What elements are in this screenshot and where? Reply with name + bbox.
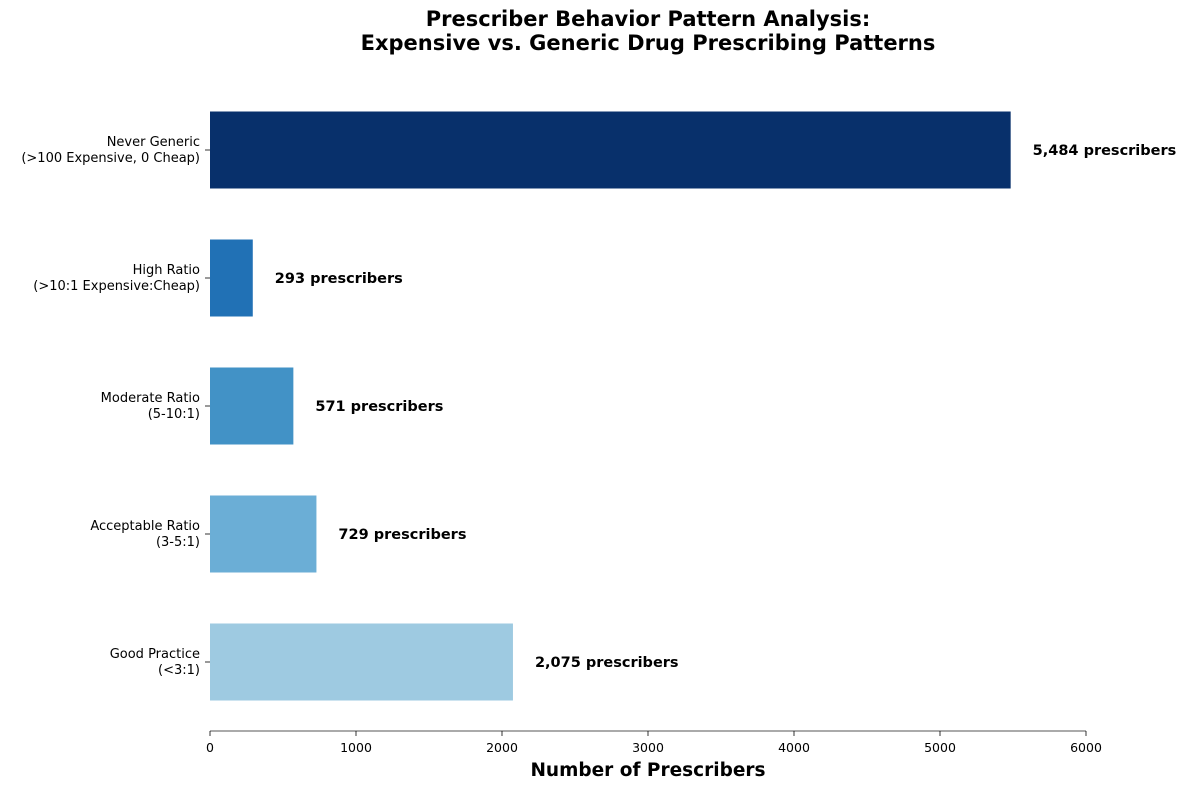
bar-value-label-5: 2,075 prescribers — [535, 655, 679, 671]
bar-value-label-4: 729 prescribers — [338, 527, 466, 543]
y-axis-labels: Never Generic (>100 Expensive, 0 Cheap) Hi… — [21, 135, 210, 678]
bar-1 — [210, 111, 1011, 189]
bar-value-label-3: 571 prescribers — [315, 399, 443, 415]
chart-title-line-1: Prescriber Behavior Pattern Analysis: — [426, 7, 871, 31]
x-tick-label-6: 5000 — [924, 740, 956, 755]
bar-4 — [210, 495, 317, 573]
x-tick-label-2: 1000 — [340, 740, 372, 755]
bar-2 — [210, 239, 253, 317]
x-tick-label-5: 4000 — [778, 740, 810, 755]
x-tick-label-7: 6000 — [1070, 740, 1102, 755]
chart-title: Prescriber Behavior Pattern Analysis:Exp… — [361, 7, 936, 55]
x-axis: 0 1000 2000 3000 4000 5000 6000 — [206, 730, 1102, 755]
category-label-4: Acceptable Ratio (3-5:1) — [90, 519, 200, 550]
bars: 5,484 prescribers 293 prescribers 571 pres… — [210, 111, 1177, 701]
bar-value-label-2: 293 prescribers — [275, 271, 403, 287]
x-tick-label-1: 0 — [206, 740, 214, 755]
bar-3 — [210, 367, 294, 445]
bar-value-label-1: 5,484 prescribers — [1033, 143, 1177, 159]
category-label-3: Moderate Ratio (5-10:1) — [101, 391, 200, 422]
bar-5 — [210, 623, 513, 701]
x-axis-label: Number of Prescribers — [530, 760, 765, 781]
category-label-1: Never Generic (>100 Expensive, 0 Cheap) — [21, 135, 200, 166]
x-tick-label-4: 3000 — [632, 740, 664, 755]
x-tick-label-3: 2000 — [486, 740, 518, 755]
category-label-5: Good Practice (<3:1) — [110, 647, 200, 678]
category-label-2: High Ratio (>10:1 Expensive:Cheap) — [33, 263, 200, 294]
chart-title-line-2: Expensive vs. Generic Drug Prescribing P… — [361, 31, 936, 55]
